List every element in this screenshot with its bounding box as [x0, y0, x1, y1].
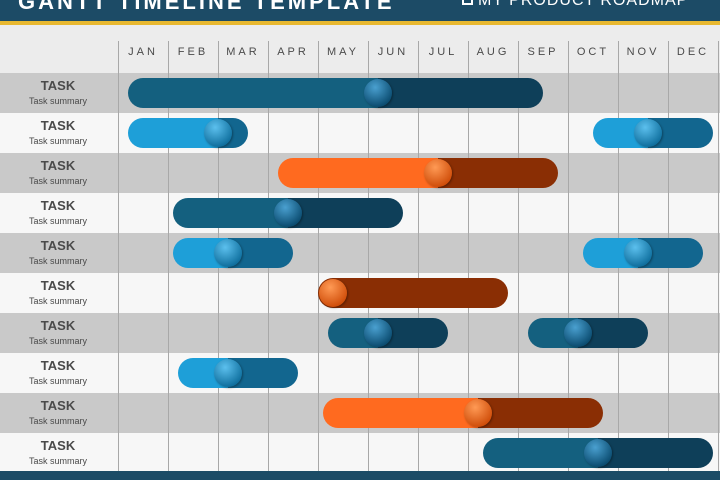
progress-knob[interactable] [624, 239, 652, 267]
task-label: TASK [40, 118, 76, 133]
month-gridline [168, 41, 169, 471]
month-label-jun: JUN [377, 46, 409, 58]
task-summary: Task summary [28, 376, 87, 386]
month-gridline [118, 41, 119, 471]
progress-knob[interactable] [634, 119, 662, 147]
month-label-jan: JAN [128, 46, 158, 58]
footer-band [0, 471, 720, 480]
task-summary: Task summary [28, 136, 87, 146]
progress-knob[interactable] [214, 359, 242, 387]
task-summary: Task summary [28, 96, 87, 106]
task-label: TASK [40, 278, 76, 293]
task-label: TASK [40, 238, 76, 253]
month-gridline [518, 41, 519, 471]
progress-knob[interactable] [319, 279, 347, 307]
task-summary: Task summary [28, 296, 87, 306]
task-summary: Task summary [28, 216, 87, 226]
month-header [0, 25, 720, 73]
progress-knob[interactable] [564, 319, 592, 347]
month-label-oct: OCT [576, 46, 610, 58]
accent-strip [0, 21, 720, 25]
progress-knob[interactable] [464, 399, 492, 427]
progress-knob[interactable] [364, 79, 392, 107]
month-gridline [318, 41, 319, 471]
task-bar[interactable] [128, 78, 543, 108]
progress-knob[interactable] [584, 439, 612, 467]
month-label-sep: SEP [527, 46, 559, 58]
month-label-jul: JUL [428, 46, 458, 58]
month-label-mar: MAR [226, 46, 260, 58]
task-bar[interactable] [318, 278, 508, 308]
month-label-nov: NOV [626, 46, 660, 58]
task-label: TASK [40, 78, 76, 93]
laptop-icon [462, 0, 473, 5]
page-title: GANTT TIMELINE TEMPLATE [18, 0, 395, 14]
month-label-aug: AUG [476, 46, 510, 58]
month-label-feb: FEB [177, 46, 209, 58]
month-gridline [468, 41, 469, 471]
progress-knob[interactable] [274, 199, 302, 227]
month-gridline [568, 41, 569, 471]
task-summary: Task summary [28, 416, 87, 426]
task-label: TASK [40, 318, 76, 333]
task-summary: Task summary [28, 256, 87, 266]
progress-knob[interactable] [204, 119, 232, 147]
task-summary: Task summary [28, 456, 87, 466]
task-bar[interactable] [278, 158, 558, 188]
progress-knob[interactable] [424, 159, 452, 187]
month-gridline [418, 41, 419, 471]
task-label: TASK [40, 198, 76, 213]
month-label-dec: DEC [676, 46, 710, 58]
progress-knob[interactable] [214, 239, 242, 267]
task-summary: Task summary [28, 176, 87, 186]
page-subtitle: MY PRODUCT ROADMAP [478, 0, 689, 9]
month-gridline [718, 41, 719, 471]
task-label: TASK [40, 398, 76, 413]
task-summary: Task summary [28, 336, 87, 346]
month-label-apr: APR [277, 46, 309, 58]
task-row: TASK Task summary [0, 353, 720, 393]
month-gridline [368, 41, 369, 471]
header-band: GANTT TIMELINE TEMPLATE MY PRODUCT ROADM… [0, 0, 720, 21]
task-label: TASK [40, 158, 76, 173]
month-label-may: MAY [326, 46, 360, 58]
task-bar[interactable] [323, 398, 603, 428]
task-label: TASK [40, 358, 76, 373]
task-label: TASK [40, 438, 76, 453]
progress-knob[interactable] [364, 319, 392, 347]
